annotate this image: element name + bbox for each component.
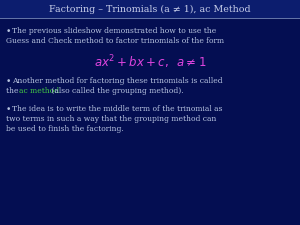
Text: two terms in such a way that the grouping method can: two terms in such a way that the groupin…	[6, 115, 216, 123]
Text: (also called the grouping method).: (also called the grouping method).	[49, 87, 184, 95]
Text: Guess and Check method to factor trinomials of the form: Guess and Check method to factor trinomi…	[6, 37, 224, 45]
Text: The idea is to write the middle term of the trinomial as: The idea is to write the middle term of …	[12, 105, 223, 113]
Text: •: •	[6, 77, 11, 86]
Bar	[0, 0, 300, 18]
Text: Another method for factoring these trinomials is called: Another method for factoring these trino…	[12, 77, 223, 85]
Text: The previous slideshow demonstrated how to use the: The previous slideshow demonstrated how …	[12, 27, 216, 35]
Text: •: •	[6, 27, 11, 36]
Text: be used to finish the factoring.: be used to finish the factoring.	[6, 125, 124, 133]
Text: $ax^2 + bx + c, \;\; a \neq 1$: $ax^2 + bx + c, \;\; a \neq 1$	[94, 53, 206, 71]
Text: •: •	[6, 105, 11, 114]
Text: Factoring – Trinomials (a ≠ 1), ac Method: Factoring – Trinomials (a ≠ 1), ac Metho…	[49, 4, 251, 13]
Text: ac method: ac method	[19, 87, 59, 95]
Text: the: the	[6, 87, 21, 95]
